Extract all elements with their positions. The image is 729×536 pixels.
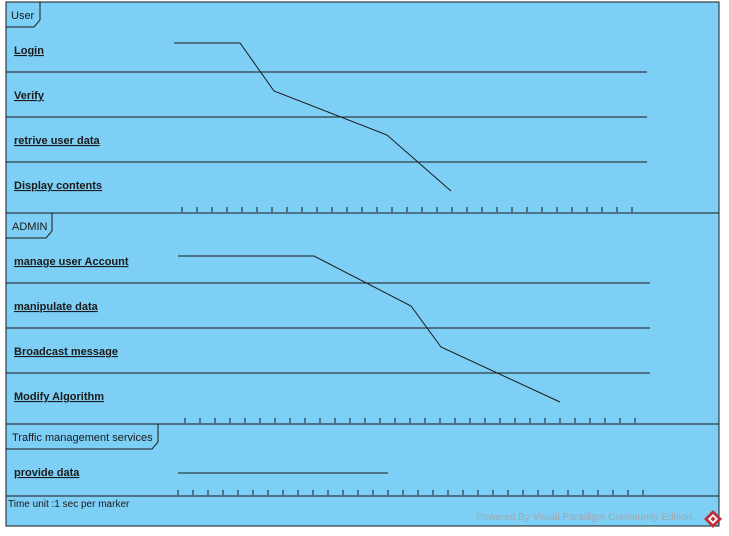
frame-traffic-management-services[interactable]: Traffic management services provide data <box>6 424 644 495</box>
frame-user[interactable]: User Login Verify retrive user data Disp… <box>6 2 647 212</box>
time-ruler <box>177 490 644 495</box>
lifeline-label-modify-algorithm: Modify Algorithm <box>14 391 104 403</box>
frame-admin[interactable]: ADMIN manage user Account manipulate dat… <box>6 213 650 423</box>
frame-title: ADMIN <box>12 221 48 233</box>
lifeline-label-login: Login <box>14 45 44 57</box>
state-timeline[interactable] <box>178 255 561 403</box>
watermark-text: Powered By Visual Paradigm Community Edi… <box>476 512 693 523</box>
frame-title: User <box>11 10 35 22</box>
lifeline-label-manipulate-data: manipulate data <box>14 301 99 313</box>
time-ruler <box>181 207 633 212</box>
frame-tab <box>6 213 53 239</box>
frame-tab <box>6 424 159 450</box>
lifeline-label-broadcast-message: Broadcast message <box>14 346 118 358</box>
time-ruler <box>184 418 636 423</box>
diagram-background <box>5 1 720 527</box>
visual-paradigm-logo-icon <box>704 510 722 528</box>
time-unit-note: Time unit :1 sec per marker <box>8 499 130 510</box>
lifeline-label-verify: Verify <box>14 90 45 102</box>
lifeline-label-manage-user-account: manage user Account <box>14 256 129 268</box>
lifeline-label-display-contents: Display contents <box>14 180 102 192</box>
lifeline-label-retrive-user-data: retrive user data <box>14 135 100 147</box>
frame-title: Traffic management services <box>12 432 153 444</box>
state-timeline[interactable] <box>174 42 452 192</box>
lifeline-label-provide-data: provide data <box>14 467 80 479</box>
frame-tab <box>6 2 41 28</box>
